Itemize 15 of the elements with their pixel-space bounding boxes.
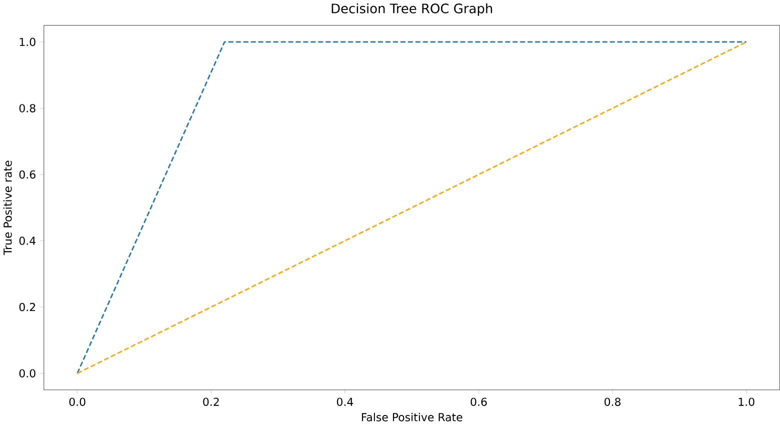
- x-tick-label: 0.6: [470, 398, 487, 406]
- y-tick-label: 0.6: [19, 170, 36, 179]
- y-tick-label: 1.0: [20, 38, 36, 46]
- y-axis-title: True Positive rate: [3, 160, 12, 256]
- x-tick-label: 0.2: [203, 398, 219, 406]
- x-tick-label: 0.4: [336, 398, 354, 406]
- chart-title: Decision Tree ROC Graph: [332, 3, 492, 16]
- x-tick-label: 0.0: [69, 398, 86, 406]
- y-tick-label: 0.4: [19, 236, 36, 246]
- x-tick-label: 0.8: [604, 398, 621, 406]
- y-tick-label: 0.2: [19, 303, 36, 312]
- x-tick-label: 1.0: [738, 398, 754, 406]
- y-tick-label: 0.0: [19, 369, 36, 378]
- y-tick-label: 0.8: [19, 104, 36, 113]
- x-axis-title: False Positive Rate: [362, 413, 462, 422]
